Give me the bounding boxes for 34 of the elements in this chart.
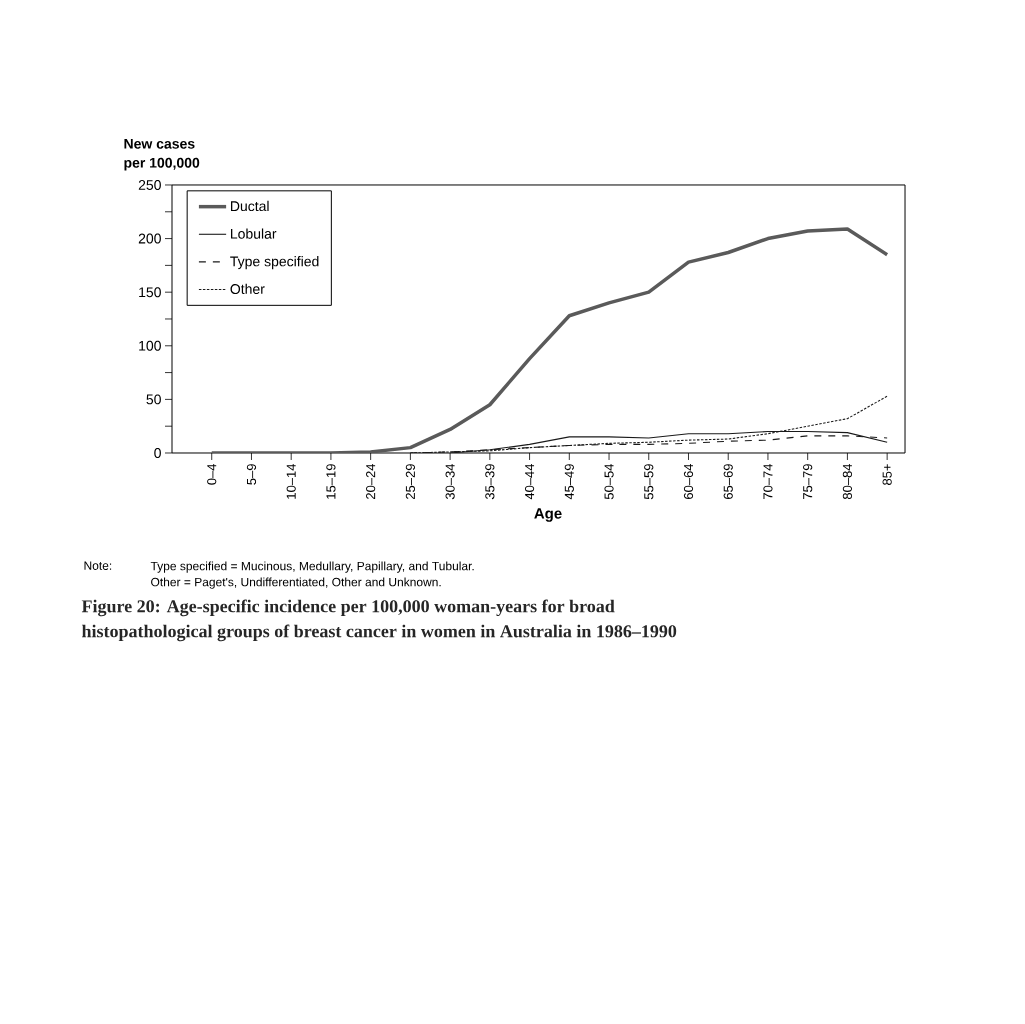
legend-label: Ductal [231,200,269,212]
x-tick-label: 85+ [882,464,892,485]
y-tick-label: 150 [139,287,161,298]
x-tick-label: 65–69 [723,464,733,499]
y-tick-label: 0 [154,448,161,458]
y-axis-title: New cases per 100,000 [124,138,200,171]
legend-label: Other [230,283,265,294]
x-tick-label: 60–64 [683,463,694,499]
legend-label: Type specified [230,256,319,270]
y-tick-label: 200 [138,233,161,244]
x-tick-label: 50–54 [604,463,614,500]
x-tick-label: 35–39 [485,464,495,500]
text: Other = Paget's, Undifferentiated, Other and Unknown. [151,577,441,589]
x-tick-label: 20–24 [366,463,376,499]
text: Type specified = Mucinous, Medullary, Papillary, and Tubular. [150,561,474,573]
x-tick-label: 25–29 [405,464,415,499]
y-tick-label: 100 [139,340,161,351]
x-axis-title: Age [534,508,562,522]
text: Figure 20: Age-specific incidence per 100,000 woman-years for broad histopathological groups of breast cancer in women in Australia in 1986–1990 [81,599,677,642]
x-tick-label: 30–34 [445,463,455,500]
x-tick-label: 75–79 [803,464,813,499]
text: Note: [84,561,112,570]
x-tick-label: 45–49 [564,464,574,500]
y-tick-label: 50 [146,394,161,405]
x-tick-label: 40–44 [524,463,535,500]
x-tick-label: 0–4 [207,463,217,485]
x-tick-label: 5–9 [246,464,257,485]
x-tick-label: 15–19 [326,464,336,499]
legend-label: Lobular [231,228,277,239]
y-tick-label: 250 [138,180,161,190]
x-tick-label: 55–59 [644,464,654,500]
x-tick-label: 10–14 [286,463,296,499]
x-tick-label: 80–84 [842,463,853,500]
x-tick-label: 70–74 [763,463,773,499]
